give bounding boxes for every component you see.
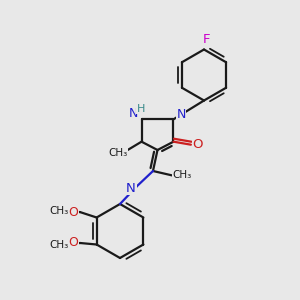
Text: F: F xyxy=(203,33,210,46)
Text: O: O xyxy=(69,206,79,219)
Text: N: N xyxy=(176,108,186,121)
Text: O: O xyxy=(69,206,79,219)
Text: CH₃: CH₃ xyxy=(108,148,127,158)
Text: CH₃: CH₃ xyxy=(50,206,69,216)
Text: H: H xyxy=(136,104,145,114)
Text: CH₃: CH₃ xyxy=(172,170,192,181)
Text: O: O xyxy=(69,236,79,250)
Text: N: N xyxy=(128,107,138,120)
Text: N: N xyxy=(126,182,136,195)
Text: CH₃: CH₃ xyxy=(50,239,69,250)
Text: methoxy: methoxy xyxy=(51,210,57,211)
Text: O: O xyxy=(192,138,203,151)
